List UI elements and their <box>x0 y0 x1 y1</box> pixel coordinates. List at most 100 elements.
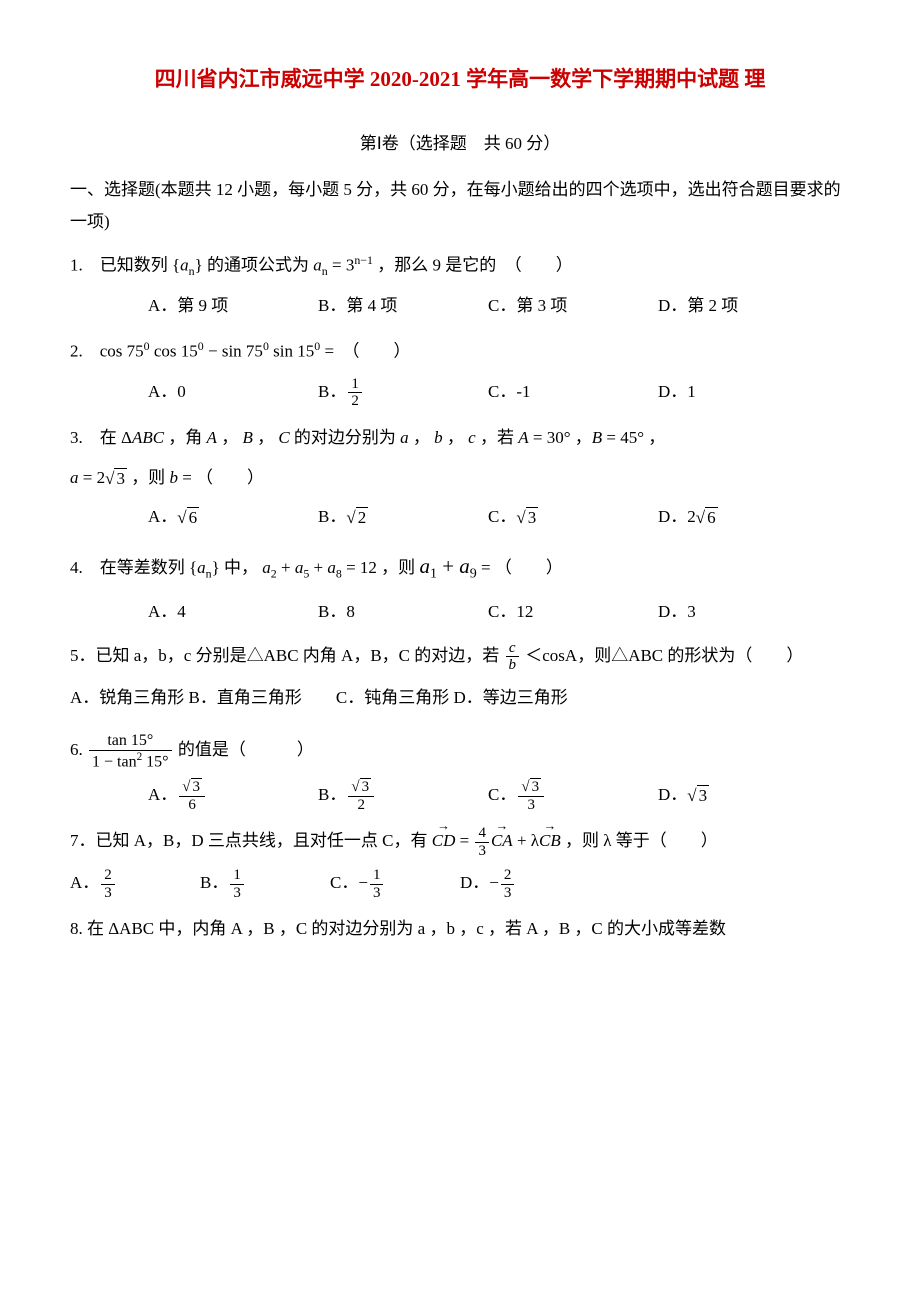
q6-b-den: 2 <box>348 797 374 814</box>
q2-opt-c: C．-1 <box>488 376 648 410</box>
question-6: 6. tan 15°1 − tan2 15° 的值是（ ） <box>70 732 850 771</box>
q3-d-pre: D．2 <box>658 507 696 526</box>
q3-B: B <box>242 428 252 447</box>
q1-opt-c: C．第 3 项 <box>488 290 648 322</box>
q3-C: C <box>278 428 289 447</box>
q4-opt-a: A．4 <box>148 596 308 628</box>
question-3-line2: a = 2 3 ，则 b = （ ） <box>70 462 850 495</box>
q3-opt-b: B．2 <box>318 501 478 534</box>
q2-p4: sin 15 <box>269 341 314 360</box>
q3-sc: c <box>468 428 476 447</box>
q4-pre: 4. 在等差数列 <box>70 558 189 577</box>
q3-sa: a <box>400 428 409 447</box>
q3-A2: A <box>518 428 528 447</box>
q3-c2: ， <box>253 428 279 447</box>
q6-num: tan 15° <box>89 732 172 751</box>
q2-opt-a: A．0 <box>148 376 308 410</box>
q4-a8: a <box>327 558 336 577</box>
q6-b-num: 3 <box>348 779 374 797</box>
q3-l2-b: = 2 <box>79 468 106 487</box>
q7-b-pre: B． <box>200 873 228 892</box>
q5-mid: ＜cosA，则△ABC 的形状为（ ） <box>521 646 803 665</box>
q7-vec-ca: CA <box>491 825 513 857</box>
q4-mid: 中， <box>220 558 263 577</box>
q4-brL: { <box>189 558 197 577</box>
q7-b-num: 1 <box>230 867 244 885</box>
q1-opt-b: B．第 4 项 <box>318 290 478 322</box>
q3-c-pre: C． <box>488 507 516 526</box>
q7-a-pre: A． <box>70 873 99 892</box>
q7-pre: 7．已知 A，B，D 三点共线，且对任一点 C，有 <box>70 831 432 850</box>
q6-a-pre: A． <box>148 785 177 804</box>
q3-c1: ， <box>217 428 243 447</box>
q7-c-num: 1 <box>370 867 384 885</box>
q3-b-pre: B． <box>318 507 346 526</box>
q1-prefix: 1. 已知数列 { <box>70 255 180 274</box>
q3-b1: ，角 <box>164 428 207 447</box>
q6-b-pre: B． <box>318 785 346 804</box>
q1-lhs: a <box>313 255 322 274</box>
q6-den-pre: 1 − tan <box>92 753 137 770</box>
q6-opt-a: A．36 <box>148 779 308 813</box>
q3-Beq: = 45° ， <box>602 428 665 447</box>
q7-a-num: 2 <box>101 867 115 885</box>
q6-a-rad: 3 <box>191 778 203 795</box>
q3-a: 3. 在 Δ <box>70 428 132 447</box>
q2-opt-b: B．12 <box>318 376 478 410</box>
q1-exp: n−1 <box>354 253 373 267</box>
question-1: 1. 已知数列 {an} 的通项公式为 an = 3n−1 ，那么 9 是它的 … <box>70 249 850 283</box>
q5-options: A．锐角三角形 B．直角三角形 C．钝角三角形 D．等边三角形 <box>70 682 850 714</box>
q3-e: ，若 <box>476 428 519 447</box>
q6-a-num: 3 <box>179 779 205 797</box>
q7-options: A．23 B．13 C．−13 D．−23 <box>70 867 850 901</box>
q6-c-rad: 3 <box>530 778 542 795</box>
q3-l2-bvar: b <box>169 468 178 487</box>
q6-c-den: 3 <box>518 797 544 814</box>
q3-c4: ， <box>443 428 469 447</box>
q7-plus: + λ <box>513 831 539 850</box>
paper-subtitle: 第Ⅰ卷（选择题 共 60 分） <box>70 128 850 160</box>
q3-sb: b <box>434 428 443 447</box>
q7-tail: ，则 λ 等于（ ） <box>561 831 718 850</box>
q3-l2-a: a <box>70 468 79 487</box>
q4-p3: + <box>437 554 459 578</box>
q3-opt-d: D．26 <box>658 501 818 534</box>
q1-options: A．第 9 项 B．第 4 项 C．第 3 项 D．第 2 项 <box>70 290 850 322</box>
q3-l2-d: = （ ） <box>178 468 264 487</box>
q5-num: c <box>506 640 520 658</box>
q1-mid: } 的通项公式为 <box>195 255 314 274</box>
q4-p1: + <box>277 558 295 577</box>
q3-a-pre: A． <box>148 507 177 526</box>
q6-label: 6. <box>70 740 87 759</box>
q4-eq12: = 12 ，则 <box>342 558 420 577</box>
question-2: 2. cos 750 cos 150 − sin 750 sin 150 = （… <box>70 335 850 368</box>
question-7: 7．已知 A，B，D 三点共线，且对任一点 C，有 CD = 43CA + λC… <box>70 825 850 859</box>
q4-options: A．4 B．8 C．12 D．3 <box>70 596 850 628</box>
q6-tail: 的值是（ ） <box>174 740 314 759</box>
q2-p3: − sin 75 <box>204 341 263 360</box>
q7-b-den: 3 <box>230 885 244 902</box>
q2-opt-d: D．1 <box>658 376 818 410</box>
q7-eq: = <box>455 831 473 850</box>
q6-b-rad: 3 <box>360 778 372 795</box>
q3-a-rad: 6 <box>187 507 200 527</box>
question-3-line1: 3. 在 ΔABC ，角 A ， B ， C 的对边分别为 a ， b ， c … <box>70 422 850 454</box>
q2-b-den: 2 <box>348 393 362 410</box>
q1-tail: ，那么 9 是它的 （ ） <box>373 255 573 274</box>
q4-s9: 9 <box>470 566 477 581</box>
q3-opt-a: A． 6 <box>148 501 308 534</box>
q3-options: A．6 B．2 C．3 D．26 <box>70 501 850 534</box>
q3-l2-c: ，则 <box>127 468 170 487</box>
q7-opt-b: B．13 <box>200 867 320 901</box>
q7-opt-a: A．23 <box>70 867 190 901</box>
q3-A: A <box>207 428 217 447</box>
page-title: 四川省内江市威远中学 2020-2021 学年高一数学下学期期中试题 理 <box>70 60 850 100</box>
q6-options: A．36 B．32 C．33 D．3 <box>70 779 850 813</box>
q3-rad3: 3 <box>114 468 127 488</box>
q1-opt-d: D．第 2 项 <box>658 290 818 322</box>
q4-opt-d: D．3 <box>658 596 818 628</box>
q5-line: 5．已知 a，b，c 分别是△ABC 内角 A，B，C 的对边，若 <box>70 646 504 665</box>
q6-c-num: 3 <box>518 779 544 797</box>
q3-Aeq: = 30° ， <box>529 428 592 447</box>
q7-den: 3 <box>475 843 489 860</box>
